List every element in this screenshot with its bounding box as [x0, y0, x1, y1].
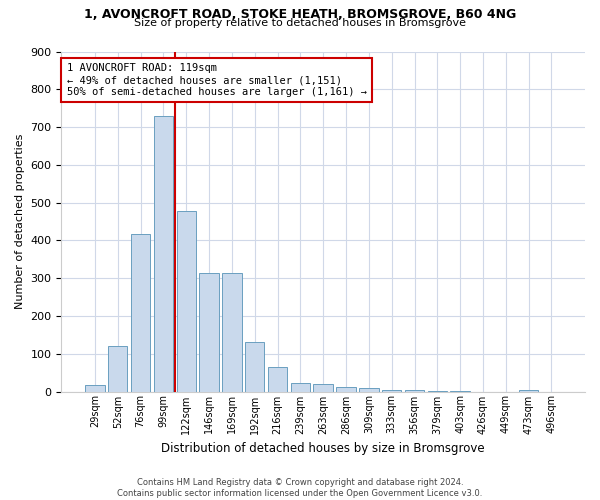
Text: Size of property relative to detached houses in Bromsgrove: Size of property relative to detached ho…: [134, 18, 466, 28]
Bar: [337, 387, 356, 392]
Bar: [428, 391, 447, 392]
Bar: [108, 346, 127, 392]
Bar: [154, 116, 173, 392]
Bar: [313, 384, 333, 392]
Bar: [176, 211, 196, 392]
Bar: [519, 390, 538, 392]
Bar: [222, 272, 242, 392]
Bar: [359, 388, 379, 392]
Bar: [131, 234, 150, 392]
Bar: [382, 390, 401, 392]
Bar: [85, 384, 104, 392]
Bar: [405, 390, 424, 392]
Y-axis label: Number of detached properties: Number of detached properties: [15, 134, 25, 309]
Text: Contains HM Land Registry data © Crown copyright and database right 2024.
Contai: Contains HM Land Registry data © Crown c…: [118, 478, 482, 498]
Bar: [199, 272, 219, 392]
X-axis label: Distribution of detached houses by size in Bromsgrove: Distribution of detached houses by size …: [161, 442, 485, 455]
Bar: [268, 367, 287, 392]
Text: 1 AVONCROFT ROAD: 119sqm
← 49% of detached houses are smaller (1,151)
50% of sem: 1 AVONCROFT ROAD: 119sqm ← 49% of detach…: [67, 64, 367, 96]
Bar: [290, 383, 310, 392]
Text: 1, AVONCROFT ROAD, STOKE HEATH, BROMSGROVE, B60 4NG: 1, AVONCROFT ROAD, STOKE HEATH, BROMSGRO…: [84, 8, 516, 20]
Bar: [245, 342, 265, 392]
